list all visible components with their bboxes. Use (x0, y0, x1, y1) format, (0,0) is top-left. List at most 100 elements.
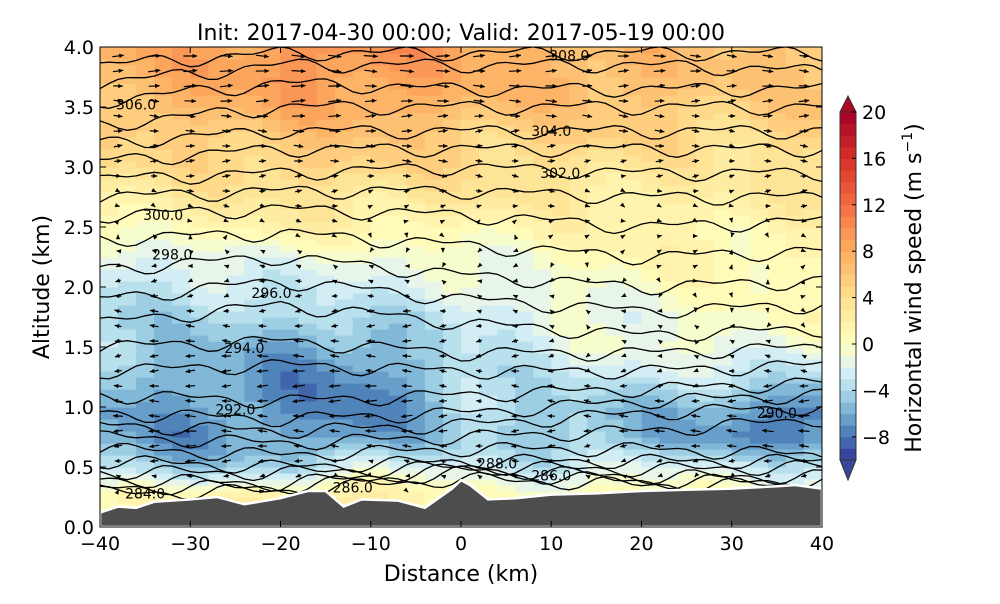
wind-cell (443, 275, 462, 282)
wind-cell (407, 119, 426, 126)
wind-cell (768, 137, 787, 144)
wind-cell (154, 443, 173, 450)
wind-cell (551, 77, 570, 84)
wind-cell (461, 59, 480, 66)
wind-cell (732, 149, 751, 156)
wind-cell (678, 299, 697, 306)
wind-cell (623, 245, 642, 252)
wind-cell (515, 179, 534, 186)
wind-cell (371, 323, 390, 330)
wind-cell (244, 257, 263, 264)
wind-cell (244, 389, 263, 396)
y-tick-label: 2.0 (64, 277, 94, 299)
wind-cell (678, 185, 697, 192)
wind-cell (172, 347, 191, 354)
wind-cell (281, 71, 300, 78)
wind-cell (804, 353, 823, 360)
wind-cell (678, 473, 697, 480)
wind-cell (353, 119, 372, 126)
wind-cell (642, 251, 661, 258)
wind-cell (317, 95, 336, 102)
wind-cell (569, 113, 588, 120)
wind-cell (118, 257, 137, 264)
wind-cell (768, 317, 787, 324)
wind-cell (605, 77, 624, 84)
wind-cell (786, 335, 805, 342)
wind-cell (515, 341, 534, 348)
wind-cell (190, 245, 209, 252)
wind-cell (569, 485, 588, 492)
wind-cell (100, 299, 119, 306)
wind-cell (642, 323, 661, 330)
wind-cell (335, 335, 354, 342)
wind-cell (569, 89, 588, 96)
wind-cell (244, 119, 263, 126)
wind-cell (244, 77, 263, 84)
wind-cell (371, 389, 390, 396)
wind-cell (299, 221, 318, 228)
wind-cell (479, 137, 498, 144)
wind-cell (371, 221, 390, 228)
wind-cell (714, 389, 733, 396)
wind-cell (226, 317, 245, 324)
wind-cell (389, 167, 408, 174)
wind-cell (226, 59, 245, 66)
wind-cell (497, 287, 516, 294)
wind-cell (136, 47, 155, 54)
wind-cell (118, 305, 137, 312)
contour-label: 304.0 (531, 124, 571, 140)
wind-cell (281, 329, 300, 336)
wind-cell (750, 107, 769, 114)
colorbar-segment (840, 170, 856, 182)
wind-cell (262, 137, 281, 144)
wind-cell (768, 275, 787, 282)
wind-cell (226, 293, 245, 300)
wind-cell (407, 107, 426, 114)
wind-cell (515, 89, 534, 96)
wind-cell (425, 119, 444, 126)
wind-cell (804, 89, 823, 96)
wind-cell (226, 245, 245, 252)
wind-cell (750, 77, 769, 84)
wind-cell (732, 425, 751, 432)
wind-cell (281, 347, 300, 354)
wind-cell (587, 149, 606, 156)
wind-cell (407, 77, 426, 84)
wind-cell (678, 401, 697, 408)
contour-label: 302.0 (540, 166, 580, 182)
wind-cell (389, 77, 408, 84)
wind-cell (642, 209, 661, 216)
wind-cell (587, 485, 606, 492)
wind-cell (317, 287, 336, 294)
wind-cell (136, 113, 155, 120)
wind-cell (660, 215, 679, 222)
wind-cell (533, 107, 552, 114)
wind-cell (569, 155, 588, 162)
wind-cell (515, 221, 534, 228)
wind-cell (317, 299, 336, 306)
wind-cell (317, 263, 336, 270)
wind-cell (569, 137, 588, 144)
wind-cell (660, 467, 679, 474)
wind-cell (678, 95, 697, 102)
colorbar-segment (840, 274, 856, 286)
wind-cell (497, 209, 516, 216)
wind-cell (551, 317, 570, 324)
wind-cell (172, 167, 191, 174)
wind-cell (497, 233, 516, 240)
wind-cell (190, 389, 209, 396)
colorbar-segment (840, 437, 856, 449)
wind-cell (118, 449, 137, 456)
wind-cell (569, 311, 588, 318)
wind-cell (605, 131, 624, 138)
wind-cell (443, 131, 462, 138)
wind-cell (768, 233, 787, 240)
wind-cell (732, 179, 751, 186)
wind-cell (353, 251, 372, 258)
wind-cell (244, 233, 263, 240)
wind-cell (804, 329, 823, 336)
wind-cell (136, 407, 155, 414)
wind-cell (587, 179, 606, 186)
